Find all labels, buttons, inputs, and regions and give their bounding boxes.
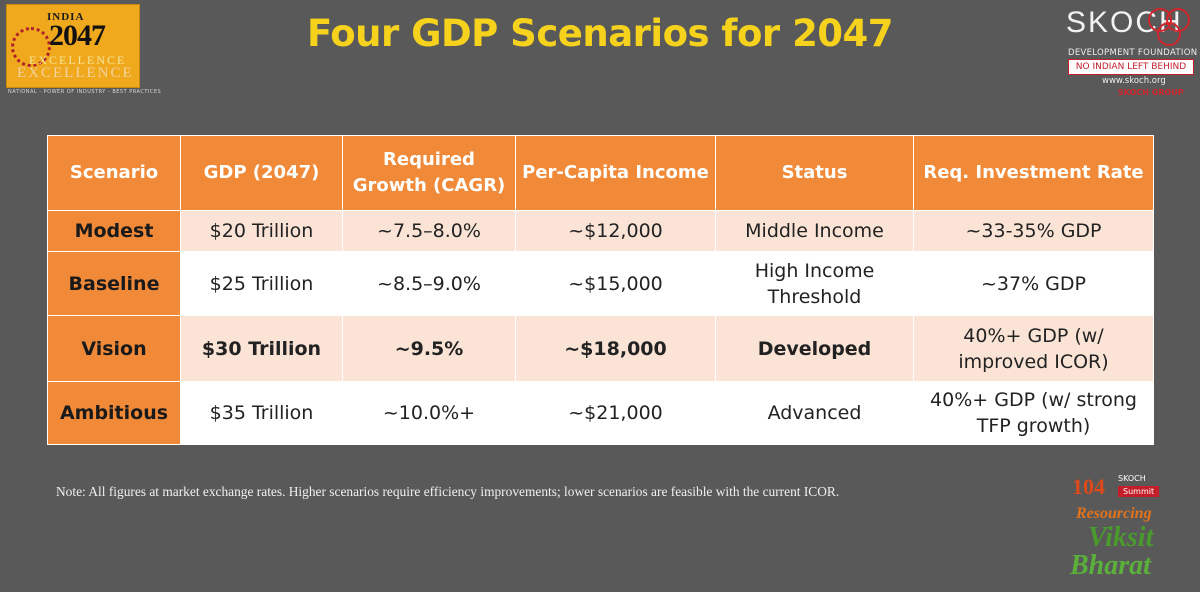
summit-resourcing: Resourcing [1076, 505, 1152, 522]
cell-income: ~$18,000 [515, 315, 716, 382]
table-row: Vision $30 Trillion ~9.5% ~$18,000 Devel… [47, 315, 1154, 382]
header-scenario: Scenario [47, 135, 181, 211]
logo-year: 2047 [49, 19, 106, 52]
cell-status: Middle Income [715, 210, 914, 252]
summit-bharat: Bharat [1070, 550, 1151, 581]
summit-brand: SKOCH [1118, 474, 1146, 483]
header-income: Per-Capita Income [515, 135, 716, 211]
table-row: Modest $20 Trillion ~7.5–8.0% ~$12,000 M… [47, 210, 1154, 252]
cell-investment: 40%+ GDP (w/ strong TFP growth) [913, 381, 1154, 445]
cell-scenario: Vision [47, 315, 181, 382]
cell-scenario: Ambitious [47, 381, 181, 445]
cell-status: Developed [715, 315, 914, 382]
cell-gdp: $30 Trillion [180, 315, 343, 382]
cell-investment: ~33-35% GDP [913, 210, 1154, 252]
cell-gdp: $25 Trillion [180, 251, 343, 316]
footnote: Note: All figures at market exchange rat… [56, 484, 840, 499]
cell-gdp: $35 Trillion [180, 381, 343, 445]
skoch-group: SKOCH GROUP [1118, 88, 1184, 97]
slide-title: Four GDP Scenarios for 2047 [306, 12, 894, 55]
cell-growth: ~9.5% [342, 315, 516, 382]
header-status: Status [715, 135, 914, 211]
cell-growth: ~10.0%+ [342, 381, 516, 445]
table-row: Ambitious $35 Trillion ~10.0%+ ~$21,000 … [47, 381, 1154, 445]
logo-tagline: NATIONAL - POWER OF INDUSTRY - BEST PRAC… [8, 89, 162, 95]
india-2047-logo: INDIA 2047 EXCELLENCE EXCELLENCE [6, 4, 140, 88]
summit-viksit: Viksit [1088, 522, 1154, 553]
cell-gdp: $20 Trillion [180, 210, 343, 252]
mandala-icon [11, 27, 51, 67]
cell-investment: 40%+ GDP (w/ improved ICOR) [913, 315, 1154, 382]
skoch-circles-icon [1144, 6, 1192, 46]
cell-investment: ~37% GDP [913, 251, 1154, 316]
table-header-row: Scenario GDP (2047) Required Growth (CAG… [47, 135, 1154, 211]
skoch-foundation: DEVELOPMENT FOUNDATION [1068, 48, 1198, 58]
cell-scenario: Baseline [47, 251, 181, 316]
cell-income: ~$12,000 [515, 210, 716, 252]
logo-excellence-2: EXCELLENCE [17, 65, 134, 81]
table-row: Baseline $25 Trillion ~8.5–9.0% ~$15,000… [47, 251, 1154, 316]
cell-growth: ~8.5–9.0% [342, 251, 516, 316]
gdp-scenarios-table: Scenario GDP (2047) Required Growth (CAG… [47, 135, 1154, 445]
cell-status: Advanced [715, 381, 914, 445]
cell-growth: ~7.5–8.0% [342, 210, 516, 252]
cell-scenario: Modest [47, 210, 181, 252]
header-gdp: GDP (2047) [180, 135, 343, 211]
summit-badge: Summit [1118, 486, 1160, 497]
cell-status: High Income Threshold [715, 251, 914, 316]
skoch-logo: SKOCH DEVELOPMENT FOUNDATION NO INDIAN L… [1062, 6, 1198, 102]
skoch-motto: NO INDIAN LEFT BEHIND [1068, 59, 1194, 75]
skoch-url: www.skoch.org [1102, 76, 1166, 86]
header-investment: Req. Investment Rate [913, 135, 1154, 211]
cell-income: ~$21,000 [515, 381, 716, 445]
cell-income: ~$15,000 [515, 251, 716, 316]
header-growth: Required Growth (CAGR) [342, 135, 516, 211]
logo-country: INDIA [47, 11, 85, 23]
viksit-bharat-summit-logo: 104 SKOCH Summit Resourcing Viksit Bhara… [1066, 470, 1192, 586]
summit-number: 104 [1072, 474, 1105, 499]
logo-excellence-1: EXCELLENCE [29, 53, 127, 67]
